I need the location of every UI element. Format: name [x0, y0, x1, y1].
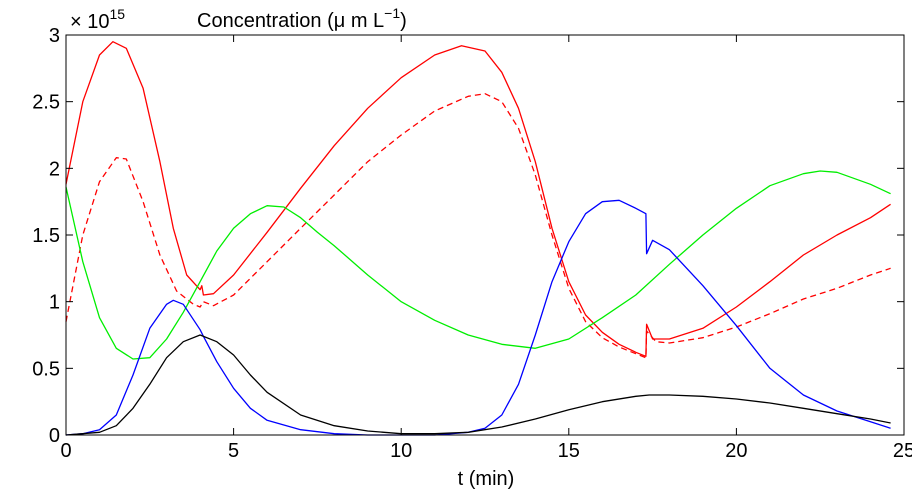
- chart-title-close: ): [400, 10, 407, 32]
- y-tick-label: 0.5: [32, 358, 60, 380]
- y-tick-label: 2.5: [32, 92, 60, 114]
- x-axis-label: t (min): [458, 468, 515, 490]
- x-tick-label: 0: [60, 440, 71, 462]
- axis-multiplier-base: × 10: [70, 11, 109, 33]
- axis-multiplier-exponent: 15: [109, 6, 125, 22]
- chart-title-text: Concentration (μ m L: [197, 10, 384, 32]
- series-line-3: [65, 170, 891, 360]
- chart-title-exponent: −1: [384, 5, 400, 21]
- series-line-1: [65, 41, 891, 357]
- x-tick-label: 25: [893, 440, 912, 462]
- series-line-2: [65, 93, 891, 359]
- x-tick-label: 10: [390, 440, 412, 462]
- x-tick-label: 5: [228, 440, 239, 462]
- y-tick-label: 3: [49, 25, 60, 47]
- axis-multiplier: × 1015: [70, 6, 125, 33]
- y-ticks: 0 0.5 1 1.5 2 2.5 3: [32, 25, 904, 447]
- plot-lines: [65, 41, 891, 436]
- y-tick-label: 0: [49, 425, 60, 447]
- y-tick-label: 1.5: [32, 225, 60, 247]
- series-line-5: [65, 334, 891, 436]
- chart-title: Concentration (μ m L−1): [197, 5, 407, 32]
- series-line-4: [65, 199, 891, 436]
- x-tick-label: 20: [725, 440, 747, 462]
- x-tick-label: 15: [558, 440, 580, 462]
- y-tick-label: 2: [49, 158, 60, 180]
- y-tick-label: 1: [49, 292, 60, 314]
- x-ticks: 0 5 10 15 20 25: [60, 35, 912, 462]
